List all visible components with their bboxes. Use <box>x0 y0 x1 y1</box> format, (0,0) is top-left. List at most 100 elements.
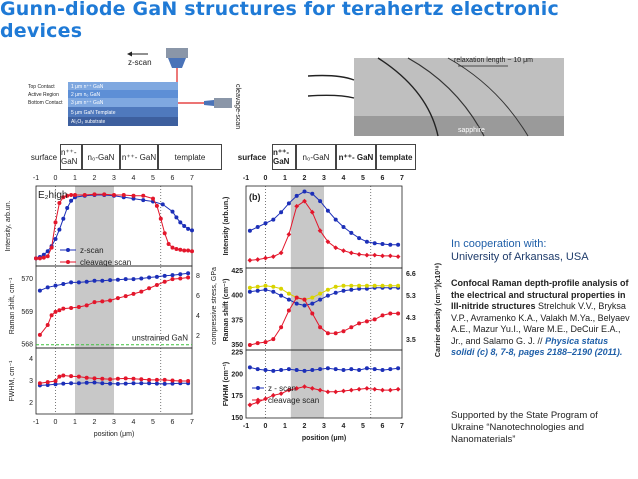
left-fwhm-point <box>115 376 120 381</box>
right-fwhm-point <box>364 385 370 391</box>
right-intensity-point <box>294 203 300 209</box>
right-fwhm-point <box>325 389 331 395</box>
left-intensity-point <box>102 192 107 197</box>
left-y-axis-label-1: Raman shift, cm⁻¹ <box>9 277 16 334</box>
left-bottom-x-tick: 0 <box>54 419 58 426</box>
right-fwhm-point <box>333 389 339 395</box>
paper-journal: Physica status solidi (c) 8, 7-8, pages … <box>451 335 623 358</box>
right-shift-point <box>294 295 299 300</box>
right-fwhm-point <box>278 391 284 396</box>
left-fwhm-point <box>139 377 144 382</box>
left-shift-point <box>61 282 66 287</box>
cooperation-block: In cooperation with: University of Arkan… <box>451 238 633 264</box>
right-shift-point <box>341 283 346 288</box>
right-intensity-point <box>333 217 338 222</box>
right-bottom-x-tick: 3 <box>322 423 326 430</box>
left-intensity-point <box>178 247 183 252</box>
zscan-label: z-scan <box>128 58 152 67</box>
right-bottom-x-tick: 1 <box>283 423 287 430</box>
left-shift-point <box>147 275 152 280</box>
right-shift-point <box>271 284 276 289</box>
right-shift-point <box>271 337 276 342</box>
left-intensity-point <box>190 249 194 254</box>
left-intensity-point <box>112 193 116 198</box>
right-intensity-point <box>255 257 261 262</box>
left-shift-point <box>123 294 128 299</box>
left-fwhm-point <box>100 381 105 386</box>
right-shift-point <box>396 311 401 316</box>
right-fwhm-y-tick: 175 <box>231 393 243 400</box>
right-fwhm-point <box>302 384 307 390</box>
right-intensity-point <box>357 236 362 241</box>
left-top-x-tick: 1 <box>73 175 77 182</box>
right-shift-y-tick: 425 <box>231 268 243 275</box>
right-shift-point <box>357 321 362 326</box>
right-shift-point <box>286 297 291 302</box>
right-top-x-tick: 2 <box>303 175 307 182</box>
right-intensity-point <box>388 242 393 247</box>
left-fwhm-point <box>84 375 89 380</box>
right-top-x-tick: 1 <box>283 175 287 182</box>
right-fwhm-point <box>372 367 377 372</box>
left-fwhm-point <box>53 379 58 383</box>
left-shift-point <box>186 271 191 276</box>
left-fwhm-point <box>186 379 191 383</box>
right-shift-point <box>349 287 354 292</box>
left-top-x-tick: 4 <box>132 175 136 182</box>
right-shift-point <box>302 297 307 302</box>
right-shift-point <box>396 283 401 288</box>
right-fwhm-point <box>309 385 315 391</box>
left-shift-point <box>76 305 81 309</box>
left-fwhm-point <box>76 374 81 379</box>
right-shift-point <box>318 297 323 302</box>
right-top-x-tick: 7 <box>400 175 404 182</box>
svg-text:Active Region: Active Region <box>28 92 59 98</box>
right-bottom-x-tick: -1 <box>243 423 249 430</box>
cooperation-heading: In cooperation with: <box>451 238 547 250</box>
right-shift-point <box>357 283 362 288</box>
left-intensity-point <box>154 203 159 208</box>
right-shift-point <box>341 329 346 334</box>
right-fwhm-point <box>364 366 369 371</box>
right-fwhm-point <box>286 367 291 372</box>
left-top-x-tick: 6 <box>171 175 175 182</box>
right-intensity-point <box>396 242 401 247</box>
right-fwhm-point <box>263 368 268 373</box>
right-shift-point <box>255 288 260 293</box>
left-fwhm-y-tick: 4 <box>29 356 33 363</box>
left-fwhm-point <box>123 381 128 386</box>
right-shift-point <box>333 331 338 336</box>
svg-text:Bottom Contact: Bottom Contact <box>28 100 63 106</box>
left-fwhm-point <box>162 381 167 386</box>
left-shift-point <box>115 277 120 282</box>
left-intensity-point <box>131 193 136 198</box>
right-intensity-point <box>263 255 268 261</box>
left-fwhm-y-tick: 3 <box>29 378 33 385</box>
right-shift-point <box>279 286 284 291</box>
left-intensity-point <box>182 248 187 253</box>
svg-text:relaxation length ~ 10 μm: relaxation length ~ 10 μm <box>454 57 533 64</box>
right-shift-point <box>286 308 291 313</box>
right-intensity-point <box>286 232 292 237</box>
right-shift-y-tick: 375 <box>231 317 243 324</box>
left-shift-y-tick: 570 <box>21 276 33 283</box>
right-y-axis-label-2: FWHM (cm⁻¹) <box>223 362 230 407</box>
right-shift-point <box>325 293 330 298</box>
right-intensity-point <box>349 230 354 235</box>
right-shift-point <box>279 325 284 330</box>
left-shift-point <box>170 273 175 278</box>
right-fwhm-point <box>387 387 393 393</box>
left-shift-point <box>108 298 113 303</box>
left-intensity-point <box>61 195 66 200</box>
left-shift-point <box>49 313 54 318</box>
svg-text:1 μm n⁺⁺ GaN: 1 μm n⁺⁺ GaN <box>71 84 104 90</box>
left-fwhm-point <box>108 381 113 386</box>
svg-text:cleavage-scan: cleavage-scan <box>234 84 241 129</box>
left-intensity-point <box>57 227 62 232</box>
left-intensity-point <box>160 202 165 207</box>
right-fwhm-point <box>247 365 252 370</box>
right-shift-y-tick: 400 <box>231 293 243 300</box>
left-intensity-point <box>53 236 58 241</box>
left-intensity-point <box>45 249 50 254</box>
left-shift-point <box>69 305 74 310</box>
